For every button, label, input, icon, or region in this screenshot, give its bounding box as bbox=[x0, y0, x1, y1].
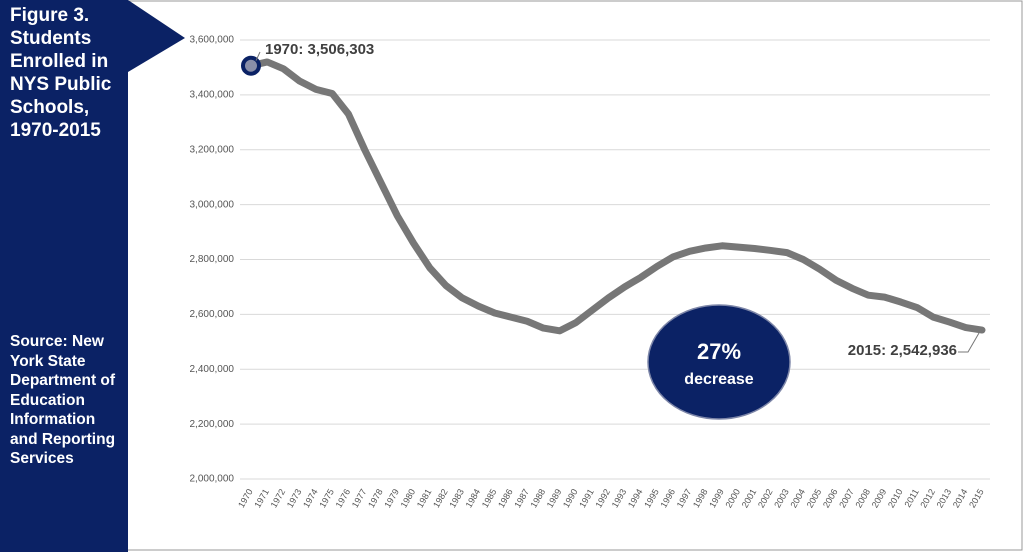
chart-title: Figure 3. Students Enrolled in NYS Publi… bbox=[10, 5, 112, 141]
data-line bbox=[247, 58, 986, 335]
y-tick-label: 2,600,000 bbox=[190, 309, 235, 320]
callout-text: decrease bbox=[684, 371, 753, 388]
x-tick-label: 1977 bbox=[350, 487, 369, 509]
x-tick-label: 1994 bbox=[626, 487, 645, 509]
x-tick-label: 1973 bbox=[285, 487, 304, 509]
x-tick-label: 2008 bbox=[853, 487, 872, 509]
leader bbox=[958, 332, 980, 353]
leader bbox=[255, 51, 261, 61]
callout-ellipse bbox=[647, 304, 791, 420]
x-tick-label: 1976 bbox=[334, 487, 353, 509]
y-tick-label: 3,400,000 bbox=[190, 90, 235, 101]
x-tick-label: 2002 bbox=[756, 487, 775, 509]
x-tick-label: 1970 bbox=[236, 487, 255, 509]
x-tick-label: 1983 bbox=[447, 487, 466, 509]
y-tick-label: 3,000,000 bbox=[190, 199, 235, 210]
start-marker bbox=[241, 55, 261, 76]
x-tick-label: 2007 bbox=[837, 487, 856, 509]
source-note: Source: New York State Department of Edu… bbox=[10, 333, 116, 467]
y-tick-label: 2,400,000 bbox=[190, 364, 235, 375]
x-tick-label: 2001 bbox=[740, 487, 759, 509]
x-tick-label: 1989 bbox=[545, 487, 564, 509]
x-tick-label: 2005 bbox=[805, 487, 824, 509]
callout-value: 27% bbox=[697, 339, 741, 364]
x-tick-label: 1987 bbox=[512, 487, 531, 509]
y-tick-label: 3,600,000 bbox=[190, 35, 235, 46]
x-tick-label: 1975 bbox=[317, 487, 336, 509]
x-tick-label: 1972 bbox=[269, 487, 288, 509]
x-tick-label: 1978 bbox=[366, 487, 385, 509]
x-tick-label: 2006 bbox=[821, 487, 840, 509]
x-tick-label: 1982 bbox=[431, 487, 450, 509]
end-label: 2015: 2,542,936 bbox=[848, 342, 957, 359]
x-tick-label: 1993 bbox=[610, 487, 629, 509]
x-tick-label: 2009 bbox=[870, 487, 889, 509]
x-tick-label: 1998 bbox=[691, 487, 710, 509]
x-tick-label: 1979 bbox=[382, 487, 401, 509]
y-tick-label: 2,800,000 bbox=[190, 254, 235, 265]
x-tick-label: 1996 bbox=[658, 487, 677, 509]
x-tick-label: 2015 bbox=[967, 487, 986, 509]
x-tick-label: 1990 bbox=[561, 487, 580, 509]
x-tick-label: 2003 bbox=[772, 487, 791, 509]
start-label: 1970: 3,506,303 bbox=[265, 41, 374, 58]
x-tick-label: 1981 bbox=[415, 487, 434, 509]
x-tick-label: 1999 bbox=[707, 487, 726, 509]
x-tick-label: 2004 bbox=[788, 487, 807, 509]
y-tick-label: 2,000,000 bbox=[190, 474, 235, 485]
x-tick-label: 1992 bbox=[593, 487, 612, 509]
y-tick-label: 2,200,000 bbox=[190, 419, 235, 430]
x-tick-label: 2011 bbox=[902, 487, 920, 509]
x-tick-label: 1984 bbox=[464, 487, 483, 509]
panel-arrow bbox=[128, 0, 185, 72]
x-tick-label: 2000 bbox=[723, 487, 742, 509]
x-tick-label: 1986 bbox=[496, 487, 515, 509]
x-tick-label: 1991 bbox=[577, 487, 596, 509]
x-tick-label: 1980 bbox=[399, 487, 418, 509]
x-tick-label: 2013 bbox=[935, 487, 954, 509]
plot: 2,000,000 2,200,000 2,400,000 2,600,000 2,80… bbox=[190, 35, 990, 510]
x-tick-label: 1997 bbox=[675, 487, 694, 509]
x-tick-label: 1971 bbox=[252, 487, 271, 509]
x-tick-label: 1988 bbox=[529, 487, 548, 509]
x-tick-label: 1995 bbox=[642, 487, 661, 509]
x-tick-label: 2012 bbox=[918, 487, 937, 509]
x-tick-label: 2014 bbox=[951, 487, 970, 509]
y-tick-label: 3,200,000 bbox=[190, 144, 235, 155]
x-tick-label: 1985 bbox=[480, 487, 499, 509]
x-tick-label: 1974 bbox=[301, 487, 320, 509]
side-panel bbox=[0, 0, 128, 552]
x-tick-label: 2010 bbox=[886, 487, 905, 509]
